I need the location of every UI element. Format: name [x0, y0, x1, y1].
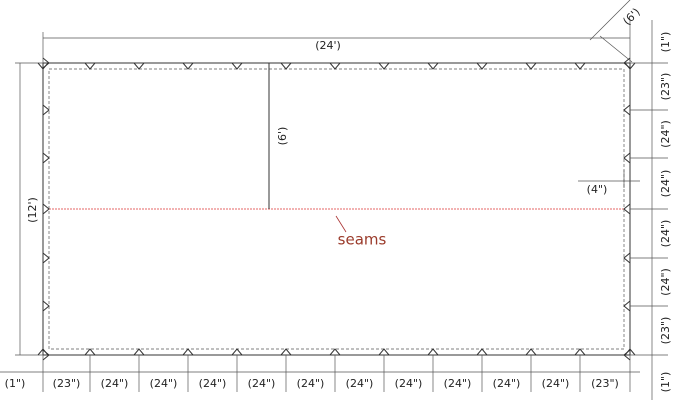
spacing-label: (24") — [101, 377, 129, 390]
spacing-label: (23") — [659, 73, 672, 101]
seam-label: seams — [338, 231, 387, 249]
grommet — [133, 62, 145, 70]
grommet — [623, 152, 631, 164]
grommet — [476, 62, 488, 70]
grommet — [427, 62, 439, 70]
spacing-label: (24") — [659, 220, 672, 248]
spacing-label: (24") — [199, 377, 227, 390]
spacing-label: (1") — [659, 32, 672, 53]
spacing-label: (24") — [150, 377, 178, 390]
grommet — [623, 57, 631, 69]
grommet — [427, 348, 439, 356]
diag-line — [589, 0, 631, 41]
grommet — [623, 349, 631, 361]
grommet — [42, 152, 50, 164]
grommet — [133, 348, 145, 356]
grommet — [329, 348, 341, 356]
spacing-label: (24") — [542, 377, 570, 390]
spacing-label: (24") — [659, 268, 672, 296]
spacing-label: (1") — [659, 372, 672, 393]
grommet — [182, 62, 194, 70]
grommet — [280, 348, 292, 356]
grommet — [42, 300, 50, 312]
spacing-label: (24") — [659, 170, 672, 198]
half-height-label: (6') — [276, 127, 289, 146]
diag-line — [599, 35, 633, 63]
grommet — [378, 62, 390, 70]
spacing-label: (24") — [297, 377, 325, 390]
grommet — [84, 62, 96, 70]
spacing-label: (23") — [53, 377, 81, 390]
diagonal-label: (6') — [620, 5, 642, 27]
spacing-label: (24") — [659, 120, 672, 148]
grommet — [525, 348, 537, 356]
grommet — [378, 348, 390, 356]
tarp-hem — [48, 68, 625, 350]
grommet — [623, 252, 631, 264]
offset-label: (4") — [587, 183, 608, 196]
grommet — [42, 203, 50, 215]
spacing-label: (24") — [444, 377, 472, 390]
spacing-label: (24") — [395, 377, 423, 390]
grommet — [231, 348, 243, 356]
grommet — [623, 203, 631, 215]
grommet — [476, 348, 488, 356]
spacing-label: (24") — [248, 377, 276, 390]
grommet — [42, 57, 50, 69]
grommet — [231, 62, 243, 70]
spacing-label: (24") — [346, 377, 374, 390]
height-label: (12') — [26, 197, 39, 223]
grommet — [623, 104, 631, 116]
grommet — [574, 348, 586, 356]
grommet — [280, 62, 292, 70]
grommet — [525, 62, 537, 70]
grommet — [42, 252, 50, 264]
grommet — [84, 348, 96, 356]
spacing-label: (1") — [5, 377, 26, 390]
grommet — [42, 349, 50, 361]
grommet — [329, 62, 341, 70]
spacing-label: (23") — [591, 377, 619, 390]
leader-line — [335, 215, 347, 233]
grommet — [42, 104, 50, 116]
width-label: (24') — [315, 39, 341, 52]
spacing-label: (24") — [493, 377, 521, 390]
grommet — [182, 348, 194, 356]
grommet — [574, 62, 586, 70]
spacing-label: (23") — [659, 317, 672, 345]
grommet — [623, 300, 631, 312]
